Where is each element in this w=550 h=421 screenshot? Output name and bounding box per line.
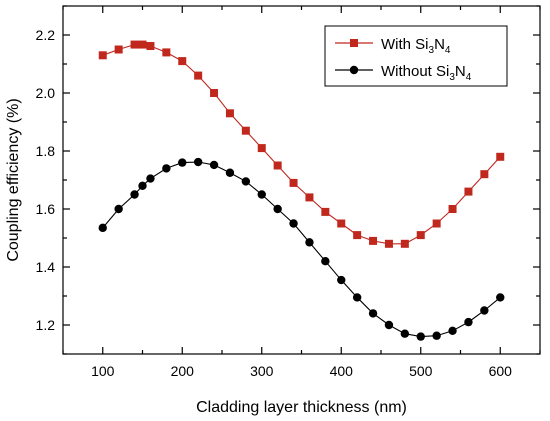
legend-label-subscript: 4 bbox=[445, 45, 451, 56]
data-point bbox=[178, 57, 187, 66]
data-point bbox=[400, 329, 410, 338]
data-point bbox=[305, 238, 314, 247]
data-point bbox=[496, 152, 505, 161]
data-point bbox=[138, 181, 147, 190]
data-point bbox=[273, 204, 282, 214]
data-point bbox=[225, 168, 235, 177]
data-point bbox=[432, 219, 441, 228]
data-point bbox=[289, 178, 298, 187]
data-point bbox=[337, 275, 346, 285]
data-point bbox=[193, 157, 203, 167]
legend-entry: Without Si3N4 bbox=[335, 63, 472, 83]
data-point bbox=[464, 317, 473, 327]
data-point bbox=[369, 236, 378, 245]
data-point bbox=[289, 219, 298, 228]
x-tick-label: 500 bbox=[409, 363, 433, 379]
data-point bbox=[416, 332, 425, 341]
plot-area bbox=[98, 40, 505, 341]
legend-label-text: N bbox=[455, 63, 466, 80]
data-point bbox=[432, 331, 441, 340]
legend-marker bbox=[349, 65, 359, 75]
data-point bbox=[416, 231, 425, 240]
data-point bbox=[241, 177, 251, 186]
series-line bbox=[102, 161, 501, 338]
data-point bbox=[146, 42, 155, 51]
legend-label: With Si3N4 bbox=[381, 36, 451, 56]
data-point bbox=[162, 164, 171, 173]
data-point bbox=[241, 126, 250, 135]
data-point bbox=[225, 109, 234, 118]
data-point bbox=[162, 48, 171, 57]
data-point bbox=[130, 40, 139, 49]
legend-label-text: With Si bbox=[381, 36, 429, 53]
data-point bbox=[337, 219, 346, 228]
x-tick-label: 200 bbox=[171, 363, 195, 379]
data-point bbox=[114, 204, 123, 214]
legend-label-subscript: 3 bbox=[449, 72, 455, 83]
data-point bbox=[178, 158, 187, 167]
data-point bbox=[210, 89, 219, 97]
legend-label-text: Without Si bbox=[381, 63, 449, 80]
legend-label: Without Si3N4 bbox=[381, 63, 472, 83]
x-tick-label: 300 bbox=[250, 363, 274, 379]
legend-label-text: N bbox=[434, 36, 445, 53]
data-point bbox=[384, 239, 393, 248]
x-axis-title: Cladding layer thickness (nm) bbox=[196, 399, 407, 416]
data-point bbox=[138, 40, 147, 49]
data-point bbox=[321, 207, 330, 216]
legend-box bbox=[324, 25, 508, 87]
data-point bbox=[98, 51, 107, 60]
data-point bbox=[480, 306, 489, 315]
legend-label-subscript: 4 bbox=[466, 72, 472, 83]
data-point bbox=[448, 326, 457, 335]
data-point bbox=[448, 205, 457, 213]
data-point bbox=[257, 190, 266, 199]
y-tick-label: 2.2 bbox=[36, 27, 56, 43]
y-tick-label: 1.2 bbox=[36, 317, 56, 333]
data-point bbox=[352, 293, 362, 302]
y-axis-title: Coupling efficiency (%) bbox=[5, 98, 22, 261]
data-point bbox=[400, 239, 409, 248]
legend-marker bbox=[350, 39, 358, 47]
data-point bbox=[194, 71, 203, 80]
y-tick-label: 2.0 bbox=[36, 85, 56, 101]
data-point bbox=[464, 187, 473, 196]
data-point bbox=[130, 190, 139, 199]
data-point bbox=[98, 223, 107, 233]
data-point bbox=[368, 309, 378, 318]
data-point bbox=[496, 293, 505, 302]
data-point bbox=[209, 160, 219, 170]
x-tick-label: 100 bbox=[91, 363, 115, 379]
series-1 bbox=[98, 157, 505, 341]
data-point bbox=[257, 144, 266, 153]
data-point bbox=[353, 231, 362, 240]
legend-label-subscript: 3 bbox=[429, 45, 435, 56]
series-0 bbox=[98, 40, 505, 248]
y-tick-label: 1.6 bbox=[36, 201, 56, 217]
y-tick-label: 1.4 bbox=[36, 259, 56, 275]
data-point bbox=[305, 193, 314, 202]
data-point bbox=[384, 320, 394, 330]
legend-entry: With Si3N4 bbox=[335, 36, 451, 56]
data-point bbox=[273, 161, 282, 170]
data-point bbox=[480, 170, 489, 179]
y-tick-label: 1.8 bbox=[36, 143, 56, 159]
data-point bbox=[114, 45, 123, 54]
x-tick-label: 600 bbox=[489, 363, 513, 379]
data-point bbox=[321, 257, 330, 266]
x-tick-label: 400 bbox=[330, 363, 354, 379]
data-point bbox=[146, 174, 155, 183]
axes: 100 200 300 400 500 600 1.2 1.4 1.6 1.8 2.0 2.2 Clad… bbox=[5, 5, 541, 416]
